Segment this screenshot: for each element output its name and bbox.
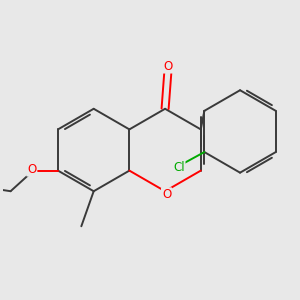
Text: O: O (27, 163, 36, 176)
Text: O: O (164, 60, 173, 73)
Text: Cl: Cl (173, 161, 184, 174)
Text: O: O (162, 188, 171, 201)
